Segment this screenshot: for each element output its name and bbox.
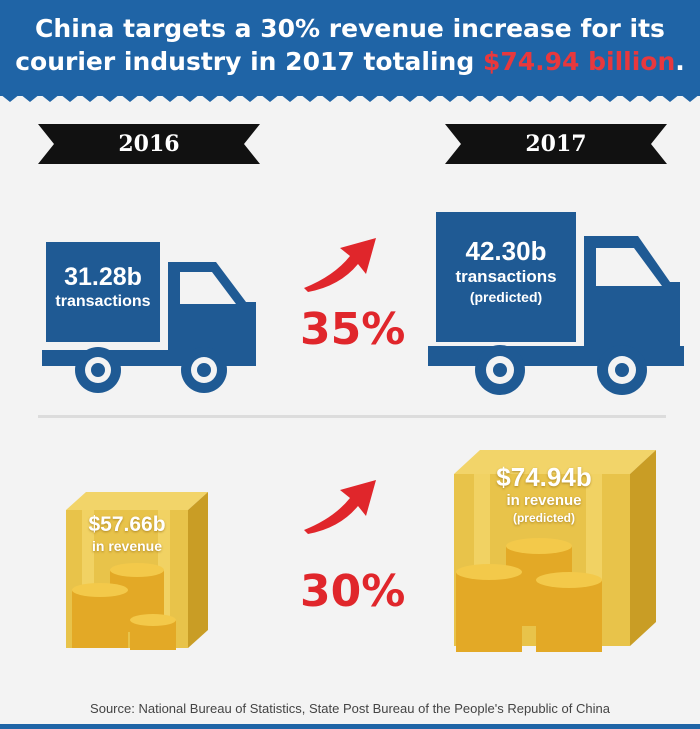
transactions-2016: 31.28b transactions — [46, 262, 160, 312]
transactions-2017: 42.30b transactions (predicted) — [436, 236, 576, 306]
revenue-2017: $74.94b in revenue (predicted) — [456, 462, 632, 526]
transactions-2017-note: (predicted) — [469, 289, 543, 305]
growth-arrow-icon — [304, 238, 376, 292]
revenue-2016: $57.66b in revenue — [66, 513, 188, 555]
page-title: China targets a 30% revenue increase for… — [0, 12, 700, 78]
crate-icon-2017 — [454, 450, 656, 652]
ribbon-shape — [445, 124, 667, 164]
truck-icon-2017 — [428, 212, 684, 395]
transactions-2017-value: 42.30b — [465, 236, 547, 266]
title-line-2-text: courier industry in 2017 totaling — [15, 47, 483, 76]
ribbon-shape — [38, 124, 260, 164]
revenue-2017-note: (predicted) — [512, 511, 575, 525]
coin-stacks — [72, 563, 176, 650]
source-credit: Source: National Bureau of Statistics, S… — [90, 701, 610, 716]
coin-stacks — [456, 538, 602, 652]
transactions-2017-label: transactions — [455, 267, 557, 286]
transactions-2016-value: 31.28b — [64, 263, 142, 291]
revenue-2016-value: $57.66b — [88, 513, 166, 536]
bottom-stripe — [0, 724, 700, 729]
truck-icon-2016 — [42, 242, 256, 393]
title-period: . — [675, 47, 685, 76]
header-zigzag-edge — [0, 88, 700, 102]
title-highlight: $74.94 billion — [482, 47, 676, 76]
growth-arrow-icon — [304, 480, 376, 534]
revenue-2016-label: in revenue — [91, 538, 163, 554]
year-label-2017: 2017 — [525, 131, 587, 157]
header-banner — [0, 0, 700, 96]
transactions-2016-label: transactions — [55, 293, 151, 310]
year-ribbon-2016: 2016 — [38, 124, 260, 164]
transactions-growth: 35% — [300, 304, 406, 355]
crate-icon-2016 — [66, 492, 208, 650]
revenue-growth: 30% — [300, 566, 406, 617]
section-divider — [38, 415, 666, 418]
title-line-1: China targets a 30% revenue increase for… — [35, 14, 665, 43]
revenue-2017-value: $74.94b — [496, 462, 592, 492]
year-ribbon-2017: 2017 — [445, 124, 667, 164]
year-label-2016: 2016 — [118, 131, 180, 157]
title-line-2: courier industry in 2017 totaling $74.94… — [0, 45, 700, 78]
revenue-2017-label: in revenue — [506, 492, 582, 509]
